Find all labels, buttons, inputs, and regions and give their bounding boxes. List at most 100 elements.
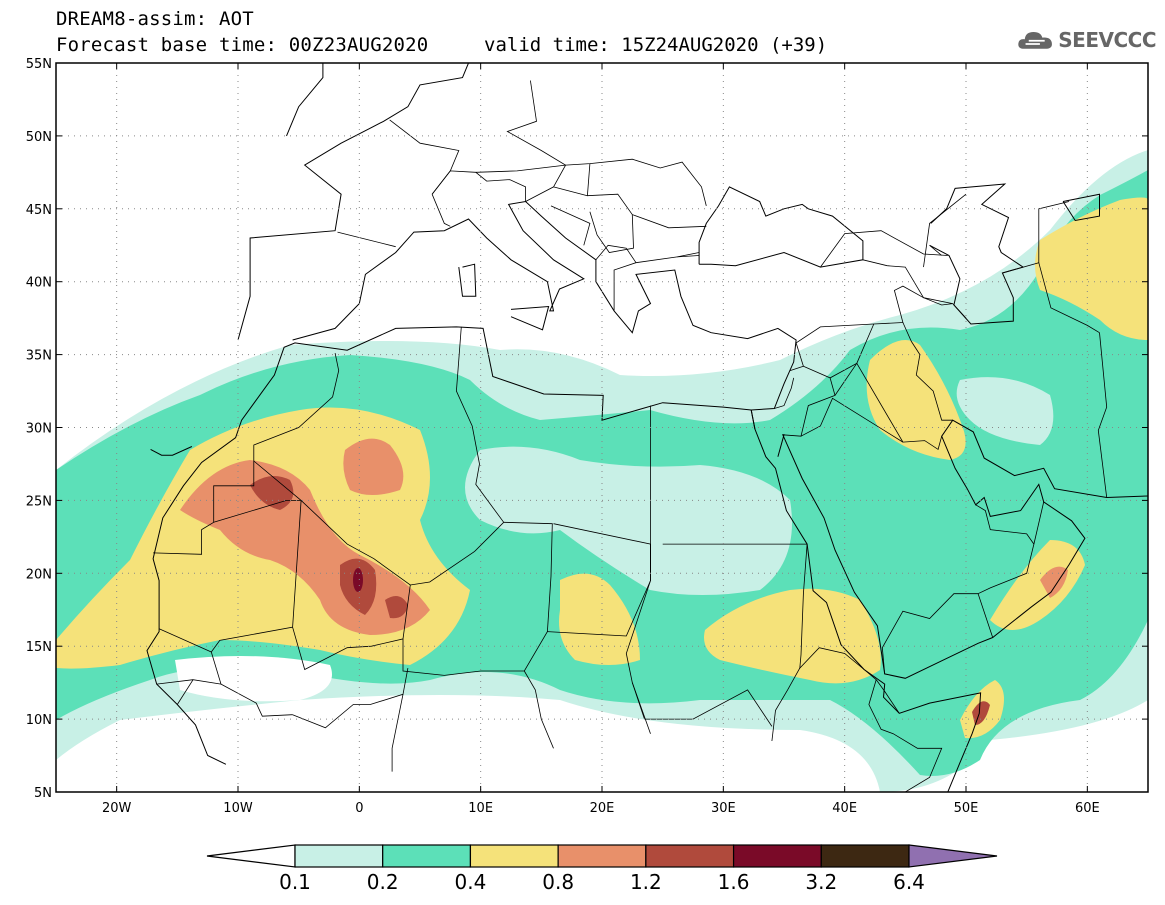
country-border: [863, 669, 900, 714]
lon-tick-label: 20E: [590, 801, 615, 816]
aot-level-0.8-algeria: [343, 438, 404, 495]
country-border: [771, 667, 801, 742]
colorbar-label: 3.2: [805, 870, 837, 894]
colorbar-low-triangle: [206, 844, 296, 868]
country-border: [389, 119, 460, 195]
lon-tick-label: 50E: [954, 801, 979, 816]
cloud-icon: [1018, 32, 1052, 49]
country-border: [881, 593, 979, 674]
country-border: [292, 668, 409, 729]
lat-tick-label: 45N: [26, 203, 52, 218]
country-border: [677, 252, 700, 258]
lat-tick-label: 55N: [26, 57, 52, 72]
aot-level-1.2-niger: [385, 596, 408, 619]
lat-tick-label: 40N: [26, 276, 52, 291]
colorbar-label: 1.6: [718, 870, 750, 894]
colorbar-label: 0.4: [455, 870, 487, 894]
country-border: [176, 679, 222, 705]
lon-tick-label: 40E: [832, 801, 857, 816]
coastline: [750, 409, 756, 430]
country-border: [220, 683, 293, 717]
aot-level-1.6: [353, 568, 363, 592]
country-border: [253, 326, 505, 586]
coastline: [286, 63, 324, 137]
lat-tick-label: 35N: [26, 349, 52, 364]
lon-tick-label: 30E: [711, 801, 736, 816]
country-border: [803, 323, 875, 379]
country-border: [475, 164, 566, 173]
colorbar-segment: [294, 844, 384, 868]
country-border: [868, 679, 943, 792]
country-border: [431, 194, 451, 227]
country-border: [834, 363, 858, 396]
coastline: [458, 263, 477, 297]
graticule: [56, 63, 1148, 792]
coastline: [510, 305, 550, 331]
coastline: [777, 419, 1148, 679]
aot-level-0.8-oman: [1040, 566, 1068, 598]
aot-level-0.4-oman: [990, 540, 1085, 630]
lat-tick-label: 15N: [26, 640, 52, 655]
coastline: [150, 446, 193, 456]
coastline: [237, 63, 469, 341]
colorbar-segment: [469, 844, 559, 868]
country-borders: [153, 80, 1108, 792]
country-border: [156, 679, 194, 685]
seevccc-logo: SEEVCCC: [1016, 24, 1156, 56]
country-border: [782, 377, 836, 437]
country-border: [800, 397, 904, 443]
lat-tick-label: 10N: [26, 713, 52, 728]
lon-tick-label: 20W: [102, 801, 132, 816]
country-border: [253, 353, 340, 461]
colorbar-segment: [732, 844, 822, 868]
country-border: [292, 584, 411, 671]
country-border: [923, 193, 967, 268]
lat-tick-label: 20N: [26, 567, 52, 582]
country-border: [856, 363, 943, 451]
latitude-axis: 5N 10N 15N 20N 25N 30N 35N 40N 45N 50N 55N: [26, 57, 1148, 801]
colorbar-label: 0.2: [367, 870, 399, 894]
country-border: [391, 694, 404, 772]
country-border: [586, 163, 707, 229]
colorbar-segment: [557, 844, 647, 868]
colorbar: 0.1 0.2 0.4 0.8 1.2 1.6 3.2 6.4: [206, 844, 998, 894]
colorbar-label: 0.1: [279, 870, 311, 894]
lat-tick-label: 50N: [26, 130, 52, 145]
lon-tick-label: 60E: [1075, 801, 1100, 816]
colorbar-segment: [645, 844, 735, 868]
longitude-axis: 20W 10W 0 10E 20E 30E 40E 50E 60E: [102, 63, 1100, 816]
map-title: DREAM8-assim: AOT: [56, 8, 254, 30]
aot-level-0.4-sudan: [704, 588, 881, 684]
country-border: [820, 230, 948, 268]
country-border: [1033, 501, 1045, 545]
country-border: [337, 231, 396, 248]
lat-tick-label: 30N: [26, 422, 52, 437]
coastline: [146, 200, 797, 765]
colorbar-label: 1.2: [630, 870, 662, 894]
aot-level-1.2-somalia: [972, 701, 990, 725]
country-border: [923, 297, 953, 304]
country-border: [1002, 262, 1100, 334]
lat-tick-label: 5N: [34, 786, 52, 801]
country-border: [553, 186, 588, 197]
country-border: [902, 322, 953, 421]
lon-tick-label: 10W: [223, 801, 253, 816]
lon-tick-label: 0: [355, 801, 363, 816]
valid-time: valid time: 15Z24AUG2020 (+39): [484, 34, 828, 56]
colorbar-segment: [382, 844, 472, 868]
country-border: [774, 377, 795, 409]
country-border: [210, 651, 222, 685]
country-border: [862, 259, 924, 298]
logo-text: SEEVCCC: [1058, 28, 1156, 52]
country-border: [952, 303, 967, 319]
colorbar-label: 0.8: [542, 870, 574, 894]
country-border: [550, 205, 591, 246]
aot-level-0.4-caspian: [1035, 197, 1148, 340]
colorbar-label: 6.4: [893, 870, 925, 894]
aot-level-0.4-arabia: [866, 340, 966, 460]
coastline: [1062, 193, 1100, 222]
lon-tick-label: 10E: [468, 801, 493, 816]
aot-level-0.4-chad: [559, 573, 640, 665]
aot-hole-arabia: [956, 377, 1054, 445]
